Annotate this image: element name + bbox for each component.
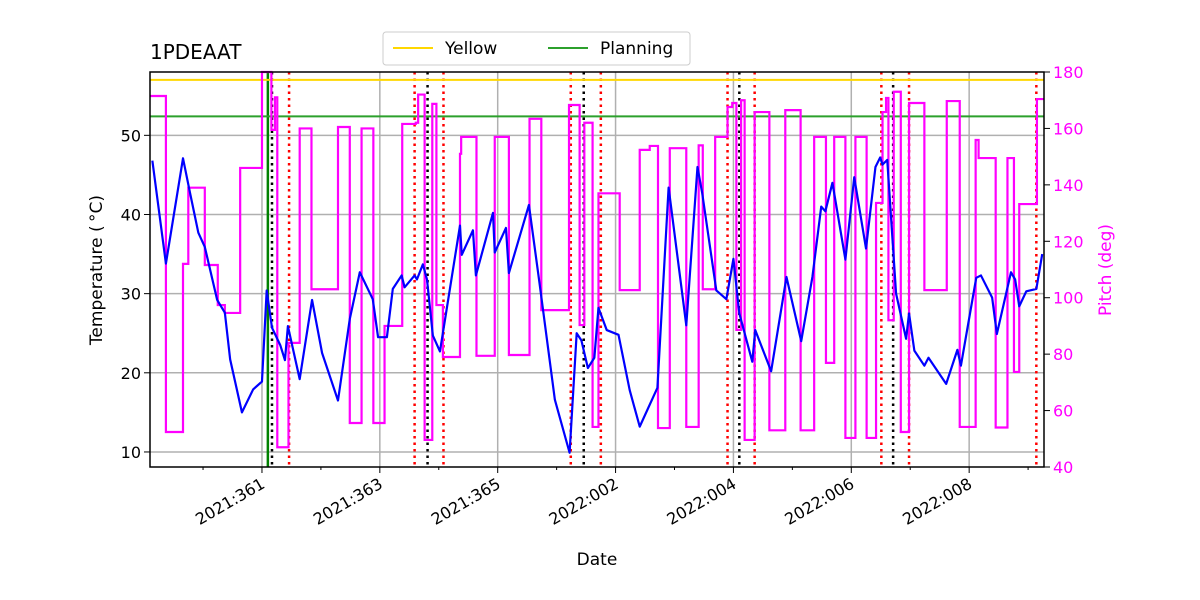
limit-lines bbox=[150, 78, 1044, 118]
y2-tick-label: 40 bbox=[1053, 458, 1073, 477]
x-tick-label: 2021:365 bbox=[428, 474, 504, 529]
event-lines bbox=[266, 72, 1038, 467]
x-axis-label: Date bbox=[577, 550, 618, 570]
y2-tick-label: 160 bbox=[1053, 119, 1084, 138]
x-tick-label: 2022:006 bbox=[781, 474, 857, 529]
chart-title: 1PDEAAT bbox=[150, 40, 242, 64]
plot-frame bbox=[149, 71, 1045, 468]
x-tick-label: 2022:008 bbox=[899, 474, 975, 529]
x-tick-label: 2022:002 bbox=[546, 474, 622, 529]
legend: Yellow Planning bbox=[382, 31, 691, 66]
y-tick-label: 50 bbox=[121, 126, 141, 145]
y-tick-label: 40 bbox=[121, 205, 141, 224]
temperature-line bbox=[151, 156, 1044, 454]
y2-tick-label: 140 bbox=[1053, 176, 1084, 195]
y-tick-label: 10 bbox=[121, 443, 141, 462]
legend-label-yellow: Yellow bbox=[444, 39, 497, 59]
y-tick-label: 20 bbox=[121, 364, 141, 383]
pitch-line bbox=[150, 70, 1044, 449]
y2-axis-label: Pitch (deg) bbox=[1096, 224, 1116, 316]
legend-label-planning: Planning bbox=[600, 39, 673, 59]
x-tick-label: 2022:004 bbox=[664, 474, 740, 529]
y2-tick-label: 120 bbox=[1053, 232, 1084, 251]
x-tick-label: 2021:361 bbox=[192, 474, 268, 529]
y2-tick-label: 60 bbox=[1053, 402, 1073, 421]
y-tick-label: 30 bbox=[121, 285, 141, 304]
series bbox=[150, 70, 1044, 454]
axes: 2021:361 2021:363 2021:365 2022:002 2022:004… bbox=[121, 63, 1084, 529]
y2-tick-label: 180 bbox=[1053, 63, 1084, 82]
y2-tick-label: 100 bbox=[1053, 289, 1084, 308]
y2-tick-label: 80 bbox=[1053, 345, 1073, 364]
y-axis-label: Temperature ( °C) bbox=[87, 195, 107, 346]
x-tick-label: 2021:363 bbox=[310, 474, 386, 529]
